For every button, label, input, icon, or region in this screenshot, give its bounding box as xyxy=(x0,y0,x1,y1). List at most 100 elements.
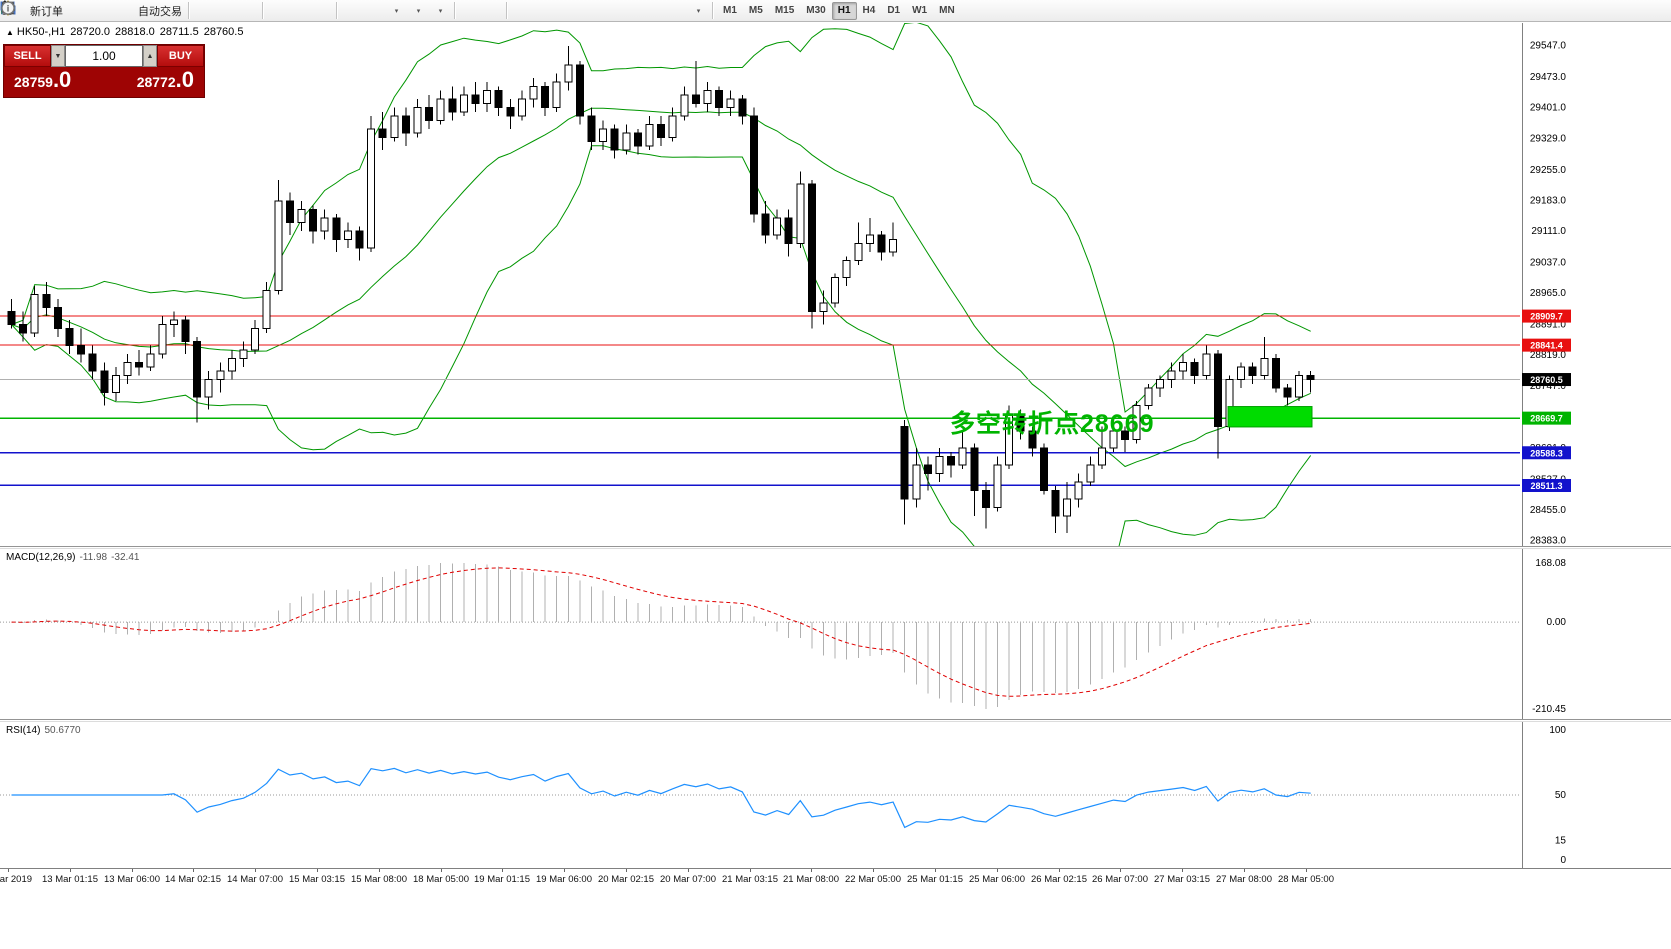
panel-divider[interactable] xyxy=(0,719,1671,722)
timeframe-w1-button[interactable]: W1 xyxy=(906,2,933,20)
time-axis-tick xyxy=(935,869,936,872)
search-button[interactable] xyxy=(1,1,1619,21)
bar-chart-button[interactable] xyxy=(1,1,215,21)
macd-main-line xyxy=(12,563,1311,709)
time-axis[interactable]: 2 Mar 2019 13 Mar 01:15 13 Mar 06:00 14 Mar… xyxy=(0,868,1671,891)
resistance-line-28909-tag xyxy=(1522,309,1571,323)
rsi-svg[interactable]: 100 50 15 0 xyxy=(0,722,1671,868)
timeframe-m15-button[interactable]: M15 xyxy=(769,2,800,20)
open-value: 28720.0 xyxy=(70,26,110,38)
candlestick-chart-button[interactable] xyxy=(1,1,237,21)
community-button[interactable]: i xyxy=(1,1,1663,21)
zoom-in-button[interactable] xyxy=(1,1,289,21)
macd-indicator-panel[interactable]: 168.08 0.00 -210.45 MACD(12,26,9) -11.98 -32… xyxy=(0,549,1671,719)
time-axis-label: 2 Mar 2019 xyxy=(0,874,33,885)
time-axis-tick xyxy=(502,869,503,872)
current-price-line-tag xyxy=(1522,373,1571,387)
macd-signal-line xyxy=(11,567,1311,697)
svg-text:28588.3: 28588.3 xyxy=(1530,448,1563,458)
time-axis-label: 15 Mar 03:15 xyxy=(289,874,345,885)
svg-text:28909.7: 28909.7 xyxy=(1530,312,1563,322)
volume-input[interactable] xyxy=(65,45,143,67)
timeframe-m5-button[interactable]: M5 xyxy=(743,2,769,20)
fibonacci-button[interactable] xyxy=(2,1,621,21)
crosshair-button[interactable] xyxy=(2,1,503,21)
time-axis-tick xyxy=(1120,869,1121,872)
vertical-line-button[interactable] xyxy=(7,1,533,21)
alerts-button[interactable] xyxy=(1,1,88,21)
timeframe-m30-button[interactable]: M30 xyxy=(800,2,831,20)
price-axis-label: 28965.0 xyxy=(1530,288,1567,299)
price-axis-label: 29111.0 xyxy=(1531,226,1566,237)
buy-button[interactable]: BUY xyxy=(157,45,204,67)
pivot-annotation-text[interactable]: 多空转折点28669 xyxy=(950,410,1155,438)
time-axis-label: 15 Mar 08:00 xyxy=(351,874,407,885)
line-chart-button[interactable] xyxy=(1,1,259,21)
horizontal-line-button[interactable] xyxy=(2,1,555,21)
volume-down-button[interactable]: ▼ xyxy=(51,45,65,67)
panel-divider[interactable] xyxy=(0,546,1671,549)
time-axis-tick xyxy=(1182,869,1183,872)
one-click-collapse-arrow[interactable]: ▲ xyxy=(6,28,14,37)
new-order-button[interactable]: 新订单 xyxy=(0,0,66,21)
time-axis-tick xyxy=(1306,869,1307,872)
volume-up-button[interactable]: ▲ xyxy=(143,45,157,67)
svg-text:i: i xyxy=(7,4,10,14)
macd-axis-label: -210.45 xyxy=(1532,704,1566,715)
buy-price: 28772.0 xyxy=(136,67,194,92)
macd-axis-label: 0.00 xyxy=(1547,617,1567,628)
equidistant-channel-button[interactable] xyxy=(1,1,599,21)
macd-histogram xyxy=(22,563,1312,709)
time-axis-tick xyxy=(70,869,71,872)
sell-button[interactable]: SELL xyxy=(4,45,51,67)
arrange-ascending-button[interactable] xyxy=(2,1,363,21)
timeframe-mn-button[interactable]: MN xyxy=(933,2,961,20)
trendline-button[interactable] xyxy=(2,1,577,21)
rsi-indicator-panel[interactable]: 100 50 15 0 RSI(14) 50.6770 xyxy=(0,722,1671,868)
pivot-line-28669-tag xyxy=(1522,411,1571,425)
macd-svg[interactable]: 168.08 0.00 -210.45 xyxy=(0,549,1671,719)
main-chart-panel[interactable]: 29547.0 29473.0 29401.0 29329.0 29255.0 29183… xyxy=(0,23,1671,546)
time-axis-tick xyxy=(688,869,689,872)
auto-trading-button[interactable]: 自动交易 xyxy=(3,1,185,21)
time-axis-label: 21 Mar 03:15 xyxy=(722,874,778,885)
price-axis-label: 28383.0 xyxy=(1530,536,1567,546)
time-axis-label: 25 Mar 01:15 xyxy=(907,874,963,885)
time-axis-tick xyxy=(997,869,998,872)
timeframe-h4-button[interactable]: H4 xyxy=(857,2,882,20)
arrange-descending-button[interactable] xyxy=(2,1,385,21)
time-axis-label: 21 Mar 08:00 xyxy=(783,874,839,885)
market-watch-button[interactable] xyxy=(1,1,110,21)
rsi-axis-label: 100 xyxy=(1549,725,1566,736)
data-window-button[interactable] xyxy=(0,1,132,21)
shapes-button[interactable] xyxy=(1,1,643,21)
support-line-28511-tag xyxy=(1522,478,1571,492)
timeframe-d1-button[interactable]: D1 xyxy=(881,2,906,20)
svg-text:28760.5: 28760.5 xyxy=(1530,375,1563,385)
price-chart-svg[interactable]: 29547.0 29473.0 29401.0 29329.0 29255.0 29183… xyxy=(0,23,1671,546)
indicators-button[interactable]: ▾ xyxy=(2,1,407,21)
rsi-label: RSI(14) 50.6770 xyxy=(6,725,81,736)
sell-price: 28759.0 xyxy=(14,67,72,92)
time-axis-tick xyxy=(750,869,751,872)
one-click-trading-panel: SELL ▼ ▲ BUY 28759.0 28772.0 xyxy=(3,44,205,98)
time-axis-tick xyxy=(626,869,627,872)
time-axis-label: 13 Mar 01:15 xyxy=(42,874,98,885)
highlight-rectangle[interactable] xyxy=(1227,406,1313,428)
periods-button[interactable]: ▾ xyxy=(1,1,429,21)
svg-text:28841.4: 28841.4 xyxy=(1530,341,1563,351)
help-button[interactable]: ? xyxy=(1,1,1641,21)
text-label-button[interactable]: T xyxy=(5,1,687,21)
timeframe-h1-button[interactable]: H1 xyxy=(831,1,857,20)
cursor-button[interactable] xyxy=(4,0,481,21)
timeframe-m1-button[interactable]: M1 xyxy=(717,2,743,20)
text-button[interactable]: A xyxy=(4,1,665,21)
price-axis-label: 29401.0 xyxy=(1530,103,1567,114)
zoom-out-button[interactable] xyxy=(1,1,311,21)
templates-button[interactable]: ▾ xyxy=(2,1,451,21)
toolbar-separator xyxy=(712,2,714,19)
tile-windows-button[interactable] xyxy=(1,1,333,21)
price-axis-label: 28455.0 xyxy=(1530,505,1567,516)
arrows-button[interactable]: ▾ xyxy=(3,1,709,21)
